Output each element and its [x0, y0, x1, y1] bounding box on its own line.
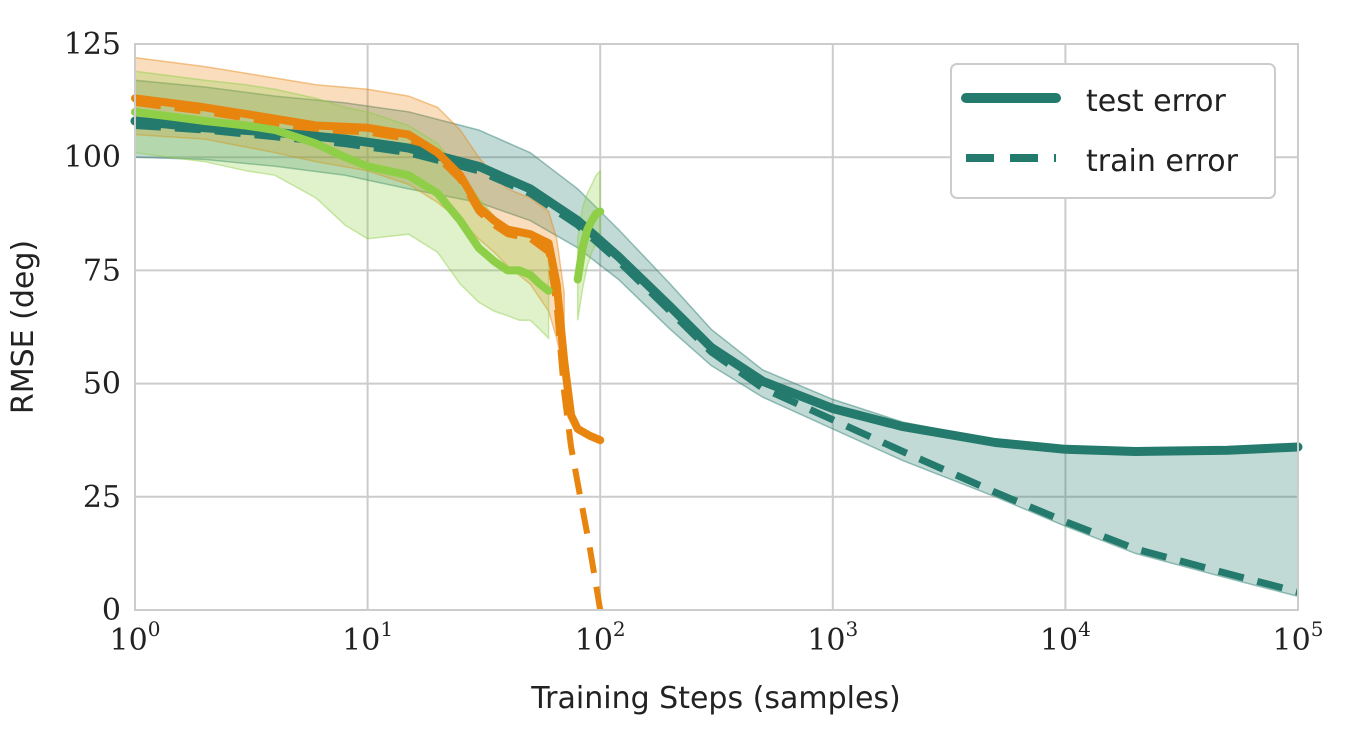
x-tick-labels: 100 101 102 103 104 105 — [110, 617, 1324, 658]
x-tick-label: 103 — [807, 617, 858, 658]
legend: test error train error — [950, 63, 1276, 199]
x-tick-label: 104 — [1040, 617, 1091, 658]
x-tick-label: 101 — [342, 617, 393, 658]
y-tick-label: 125 — [64, 27, 121, 62]
y-axis-label: RMSE (deg) — [6, 240, 41, 414]
line-orange-test-error — [131, 94, 605, 445]
band-green-band — [134, 70, 550, 341]
confidence-bands — [134, 56, 1299, 598]
x-tick-label: 105 — [1273, 617, 1324, 658]
line-teal-test-error — [130, 116, 1303, 456]
series-lines — [130, 94, 1303, 611]
y-tick-label: 25 — [83, 480, 121, 515]
x-tick-label: 100 — [110, 617, 161, 658]
line-green-late-segment — [573, 207, 605, 284]
y-tick-label: 75 — [83, 253, 121, 288]
y-tick-label: 100 — [64, 140, 121, 175]
x-axis-label: Training Steps (samples) — [530, 681, 901, 716]
line-orange-train-error — [134, 99, 604, 611]
line-green-test-error — [131, 107, 553, 295]
plot-frame — [134, 43, 1299, 611]
legend-test-error-label: test error — [1086, 84, 1226, 119]
legend-train-error-label: train error — [1086, 144, 1239, 179]
x-tick-label: 102 — [575, 617, 626, 658]
y-tick-labels: 0 25 50 75 100 125 — [64, 27, 121, 628]
y-tick-label: 0 — [102, 593, 121, 628]
y-tick-label: 50 — [83, 367, 121, 402]
